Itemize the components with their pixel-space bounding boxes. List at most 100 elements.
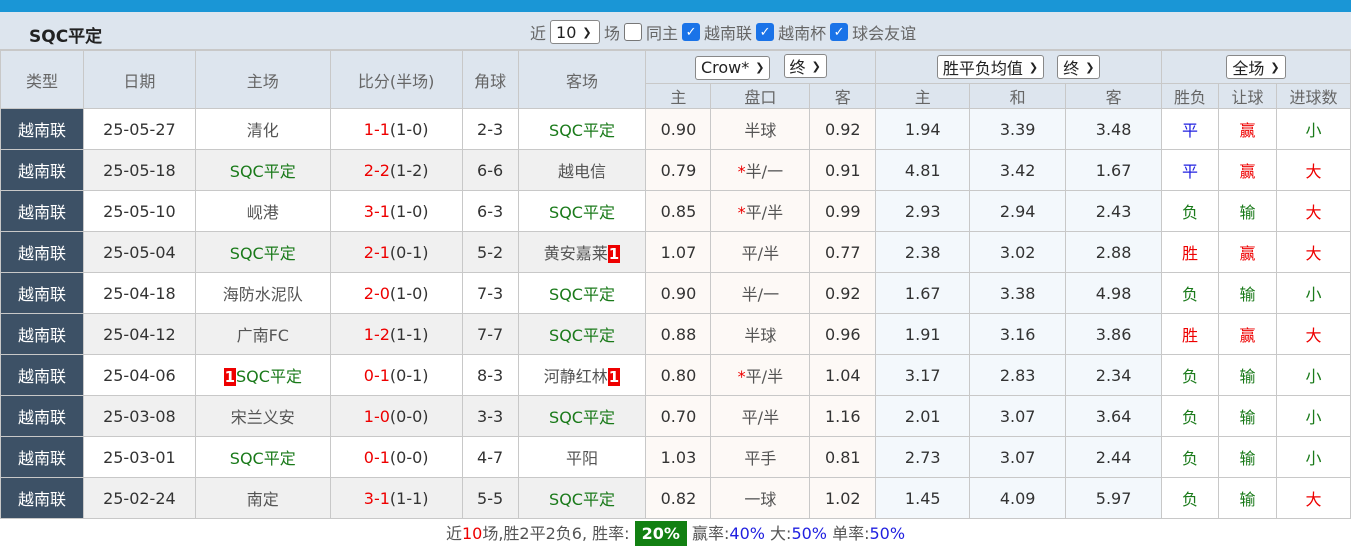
full-score: 2-2	[363, 160, 390, 180]
match-score[interactable]: 0-1(0-0)	[329, 436, 463, 478]
date-text: 25-05-04	[103, 242, 176, 262]
match-type[interactable]: 越南联	[0, 477, 84, 519]
date-text: 25-05-10	[103, 201, 176, 221]
ah-away-odds: 0.92	[809, 272, 877, 314]
away-team[interactable]: SQC平定	[517, 272, 647, 314]
odds-value: 0.77	[824, 242, 861, 262]
line-text: 平/半	[745, 203, 784, 222]
match-type[interactable]: 越南联	[0, 436, 84, 478]
match-type[interactable]: 越南联	[0, 108, 84, 150]
corner-score: 2-3	[461, 108, 519, 150]
match-score[interactable]: 0-1(0-1)	[329, 354, 463, 396]
date-text: 25-04-06	[103, 365, 176, 385]
eu-draw-odds: 2.94	[969, 190, 1067, 232]
friendly-checkbox[interactable]: ✓	[830, 23, 849, 41]
away-team[interactable]: 平阳	[517, 436, 647, 478]
ah-result-text: 输	[1239, 449, 1256, 468]
result-text: 负	[1182, 490, 1199, 509]
match-type[interactable]: 越南联	[0, 395, 84, 437]
cup-checkbox[interactable]: ✓	[756, 23, 775, 41]
eu-away-odds: 2.43	[1065, 190, 1163, 232]
match-type[interactable]: 越南联	[0, 190, 84, 232]
home-team[interactable]: 1SQC平定	[194, 354, 331, 396]
odds-value: 1.67	[904, 283, 941, 303]
same-home-checkbox[interactable]	[624, 23, 643, 41]
ou-result-text: 小	[1305, 367, 1322, 386]
half-score: (0-0)	[389, 447, 429, 467]
home-team[interactable]: 海防水泥队	[194, 272, 331, 314]
away-team[interactable]: SQC平定	[517, 313, 647, 355]
home-team[interactable]: 广南FC	[194, 313, 331, 355]
red-card-icon: 1	[607, 368, 621, 386]
match-type[interactable]: 越南联	[0, 149, 84, 191]
ah-result: 输	[1218, 395, 1277, 437]
match-type[interactable]: 越南联	[0, 231, 84, 273]
match-score[interactable]: 3-1(1-1)	[329, 477, 463, 519]
col-corner: 角球	[461, 50, 519, 109]
company-select[interactable]: Crow* ❯	[694, 55, 771, 80]
ah-line: 一球	[710, 477, 811, 519]
match-score[interactable]: 3-1(1-0)	[329, 190, 463, 232]
away-team[interactable]: SQC平定	[517, 477, 647, 519]
away-team[interactable]: SQC平定	[517, 190, 647, 232]
eu-home-odds: 1.91	[875, 313, 971, 355]
match-date: 25-04-18	[82, 272, 196, 314]
home-team[interactable]: SQC平定	[194, 436, 331, 478]
league-checkbox[interactable]: ✓	[682, 23, 701, 41]
match-date: 25-05-27	[82, 108, 196, 150]
odds-value: 1.16	[824, 406, 861, 426]
ah-away-odds: 0.92	[809, 108, 877, 150]
home-team[interactable]: 南定	[194, 477, 331, 519]
home-team[interactable]: 岘港	[194, 190, 331, 232]
match-date: 25-03-01	[82, 436, 196, 478]
col-result: 胜负	[1161, 83, 1219, 109]
match-type[interactable]: 越南联	[0, 354, 84, 396]
home-team[interactable]: SQC平定	[194, 231, 331, 273]
away-team[interactable]: 越电信	[517, 149, 647, 191]
away-team[interactable]: SQC平定	[517, 108, 647, 150]
away-team[interactable]: SQC平定	[517, 395, 647, 437]
ah-result: 赢	[1218, 313, 1277, 355]
odd-rate: 50%	[869, 524, 906, 543]
match-score[interactable]: 1-0(0-0)	[329, 395, 463, 437]
ah-result-text: 输	[1239, 367, 1256, 386]
ou-result: 大	[1275, 190, 1351, 232]
eu-home-odds: 4.81	[875, 149, 971, 191]
away-team[interactable]: 黄安嘉莱1	[517, 231, 647, 273]
summary-text: 场,胜2平2负6, 胜率:	[482, 524, 630, 543]
match-score[interactable]: 2-1(0-1)	[329, 231, 463, 273]
odds-value: 4.81	[904, 160, 941, 180]
odds-value: 2.38	[904, 242, 941, 262]
match-type[interactable]: 越南联	[0, 313, 84, 355]
full-score: 1-1	[363, 119, 390, 139]
match-row: 越南联 25-04-12 广南FC 1-2(1-1) 7-7 SQC平定 0.88 半球 0.9…	[0, 313, 1351, 355]
odds-value: 2.93	[904, 201, 941, 221]
ou-result: 小	[1275, 108, 1351, 150]
match-score[interactable]: 1-2(1-1)	[329, 313, 463, 355]
scope-select[interactable]: 全场 ❯	[1226, 55, 1286, 79]
match-score[interactable]: 1-1(1-0)	[329, 108, 463, 150]
match-type[interactable]: 越南联	[0, 272, 84, 314]
ou-result: 大	[1275, 477, 1351, 519]
odds-value: 3.17	[904, 365, 941, 385]
ah-line: 半/一	[710, 272, 811, 314]
summary-count: 10	[461, 524, 483, 543]
home-team[interactable]: SQC平定	[194, 149, 331, 191]
away-team[interactable]: 河静红林1	[517, 354, 647, 396]
odds-type-select[interactable]: 胜平负均值 ❯	[936, 55, 1045, 79]
match-score[interactable]: 2-0(1-0)	[329, 272, 463, 314]
eu-away-odds: 3.48	[1065, 108, 1163, 150]
half-score: (1-0)	[389, 119, 429, 139]
home-team[interactable]: 清化	[194, 108, 331, 150]
col-ah-home: 主	[645, 83, 712, 109]
away-team-name: SQC平定	[549, 490, 615, 509]
over-rate: 50%	[791, 524, 827, 543]
ah-stage-select[interactable]: 终 ❯	[783, 54, 827, 79]
home-team[interactable]: 宋兰义安	[194, 395, 331, 437]
chevron-down-icon: ❯	[1270, 60, 1280, 74]
ah-result: 输	[1218, 190, 1277, 232]
match-count-select[interactable]: 10 ❯	[550, 20, 601, 44]
eu-stage-select[interactable]: 终 ❯	[1057, 55, 1101, 79]
match-score[interactable]: 2-2(1-2)	[329, 149, 463, 191]
corner-text: 6-6	[477, 160, 504, 180]
